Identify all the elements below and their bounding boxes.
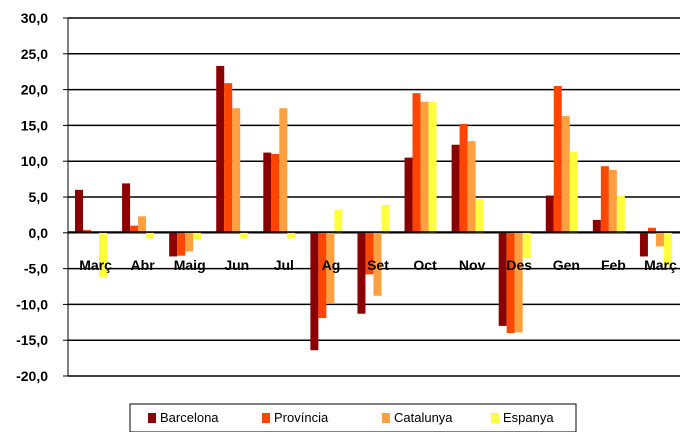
legend-label: Província — [274, 410, 329, 425]
y-tick-label: -10,0 — [16, 296, 48, 312]
y-tick-label: 0,0 — [29, 225, 49, 241]
bar-espanya-3 — [240, 232, 249, 239]
bar-barcelona-3 — [216, 65, 225, 233]
bar-prov-ncia-6 — [365, 232, 374, 275]
y-tick-label: 20,0 — [21, 82, 48, 98]
bar-catalunya-8 — [467, 141, 476, 233]
bar-barcelona-0 — [75, 189, 83, 233]
category-label: Set — [367, 257, 389, 273]
bar-espanya-2 — [193, 232, 202, 240]
bar-barcelona-9 — [498, 232, 507, 326]
y-tick-label: -5,0 — [24, 261, 48, 277]
bar-barcelona-10 — [545, 195, 554, 233]
legend-label: Barcelona — [160, 410, 219, 425]
bar-barcelona-5 — [310, 232, 319, 351]
y-tick-label: 25,0 — [21, 46, 48, 62]
legend-label: Catalunya — [394, 410, 453, 425]
category-label: Maig — [174, 257, 206, 273]
category-label: Març — [644, 257, 677, 273]
bar-espanya-11 — [616, 195, 625, 233]
axes — [67, 18, 680, 376]
y-tick-label: 10,0 — [21, 153, 48, 169]
bar-espanya-5 — [334, 209, 343, 233]
legend-swatch — [262, 413, 270, 423]
bar-catalunya-1 — [138, 216, 147, 233]
bar-prov-ncia-10 — [553, 86, 562, 233]
bar-catalunya-10 — [561, 116, 570, 233]
bar-catalunya-2 — [185, 232, 194, 252]
legend-label: Espanya — [503, 410, 554, 425]
category-label: Abr — [131, 257, 156, 273]
bar-espanya-6 — [381, 204, 390, 233]
y-tick-label: -15,0 — [16, 332, 48, 348]
bar-prov-ncia-5 — [318, 232, 327, 319]
bar-prov-ncia-8 — [459, 123, 468, 233]
bar-espanya-9 — [522, 232, 531, 258]
y-tick-label: 15,0 — [21, 117, 48, 133]
category-label: Gen — [553, 257, 580, 273]
bar-barcelona-2 — [169, 232, 178, 257]
legend: Barcelona Província Catalunya Espanya — [129, 403, 577, 432]
bar-catalunya-7 — [420, 101, 429, 233]
bar-espanya-4 — [287, 232, 296, 239]
legend-swatch — [491, 413, 499, 423]
gridlines — [63, 17, 680, 377]
y-tick-label: 30,0 — [21, 10, 48, 26]
bar-catalunya-9 — [514, 232, 523, 333]
bar-prov-ncia-7 — [412, 93, 421, 233]
category-label: Jun — [224, 257, 249, 273]
bar-barcelona-4 — [263, 152, 272, 233]
category-label: Març — [79, 257, 112, 273]
bar-barcelona-12 — [639, 232, 648, 257]
category-labels: Març Abr Maig Jun Jul Ag Set Oct Nov Des Gen Feb Mar… — [79, 257, 677, 273]
category-label: Des — [506, 257, 532, 273]
y-tick-label: -20,0 — [16, 368, 48, 384]
category-label: Ag — [322, 257, 341, 273]
bar-prov-ncia-9 — [506, 232, 515, 334]
bar-barcelona-7 — [404, 157, 413, 233]
bar-catalunya-12 — [655, 232, 664, 247]
category-label: Feb — [601, 257, 626, 273]
category-label: Jul — [274, 257, 294, 273]
bar-prov-ncia-3 — [224, 83, 233, 233]
bar-catalunya-5 — [326, 232, 335, 303]
bar-espanya-7 — [428, 101, 437, 233]
bar-catalunya-3 — [232, 108, 241, 233]
category-label: Oct — [413, 257, 437, 273]
bar-prov-ncia-1 — [130, 225, 139, 233]
legend-swatch — [382, 413, 390, 423]
bar-espanya-0 — [99, 232, 107, 278]
bar-espanya-1 — [146, 232, 155, 239]
bar-prov-ncia-11 — [600, 166, 609, 233]
bars — [75, 65, 672, 351]
bar-espanya-10 — [569, 151, 578, 233]
bar-catalunya-6 — [373, 232, 382, 296]
bar-barcelona-11 — [592, 219, 601, 233]
y-tick-labels: 30,0 25,0 20,0 15,0 10,0 5,0 0,0 -5,0 -10,0 -15,0… — [16, 10, 48, 384]
y-tick-label: 5,0 — [29, 189, 49, 205]
bar-espanya-12 — [663, 232, 672, 266]
legend-box — [129, 403, 577, 432]
bar-espanya-8 — [475, 199, 484, 233]
bar-barcelona-1 — [122, 183, 131, 233]
bar-barcelona-8 — [451, 144, 460, 233]
bar-prov-ncia-4 — [271, 154, 280, 233]
legend-swatch — [148, 413, 156, 423]
bar-prov-ncia-12 — [647, 227, 656, 233]
bar-barcelona-6 — [357, 232, 366, 314]
bar-prov-ncia-2 — [177, 232, 186, 256]
category-label: Nov — [459, 257, 486, 273]
bar-catalunya-11 — [608, 169, 617, 233]
bar-catalunya-4 — [279, 108, 288, 233]
